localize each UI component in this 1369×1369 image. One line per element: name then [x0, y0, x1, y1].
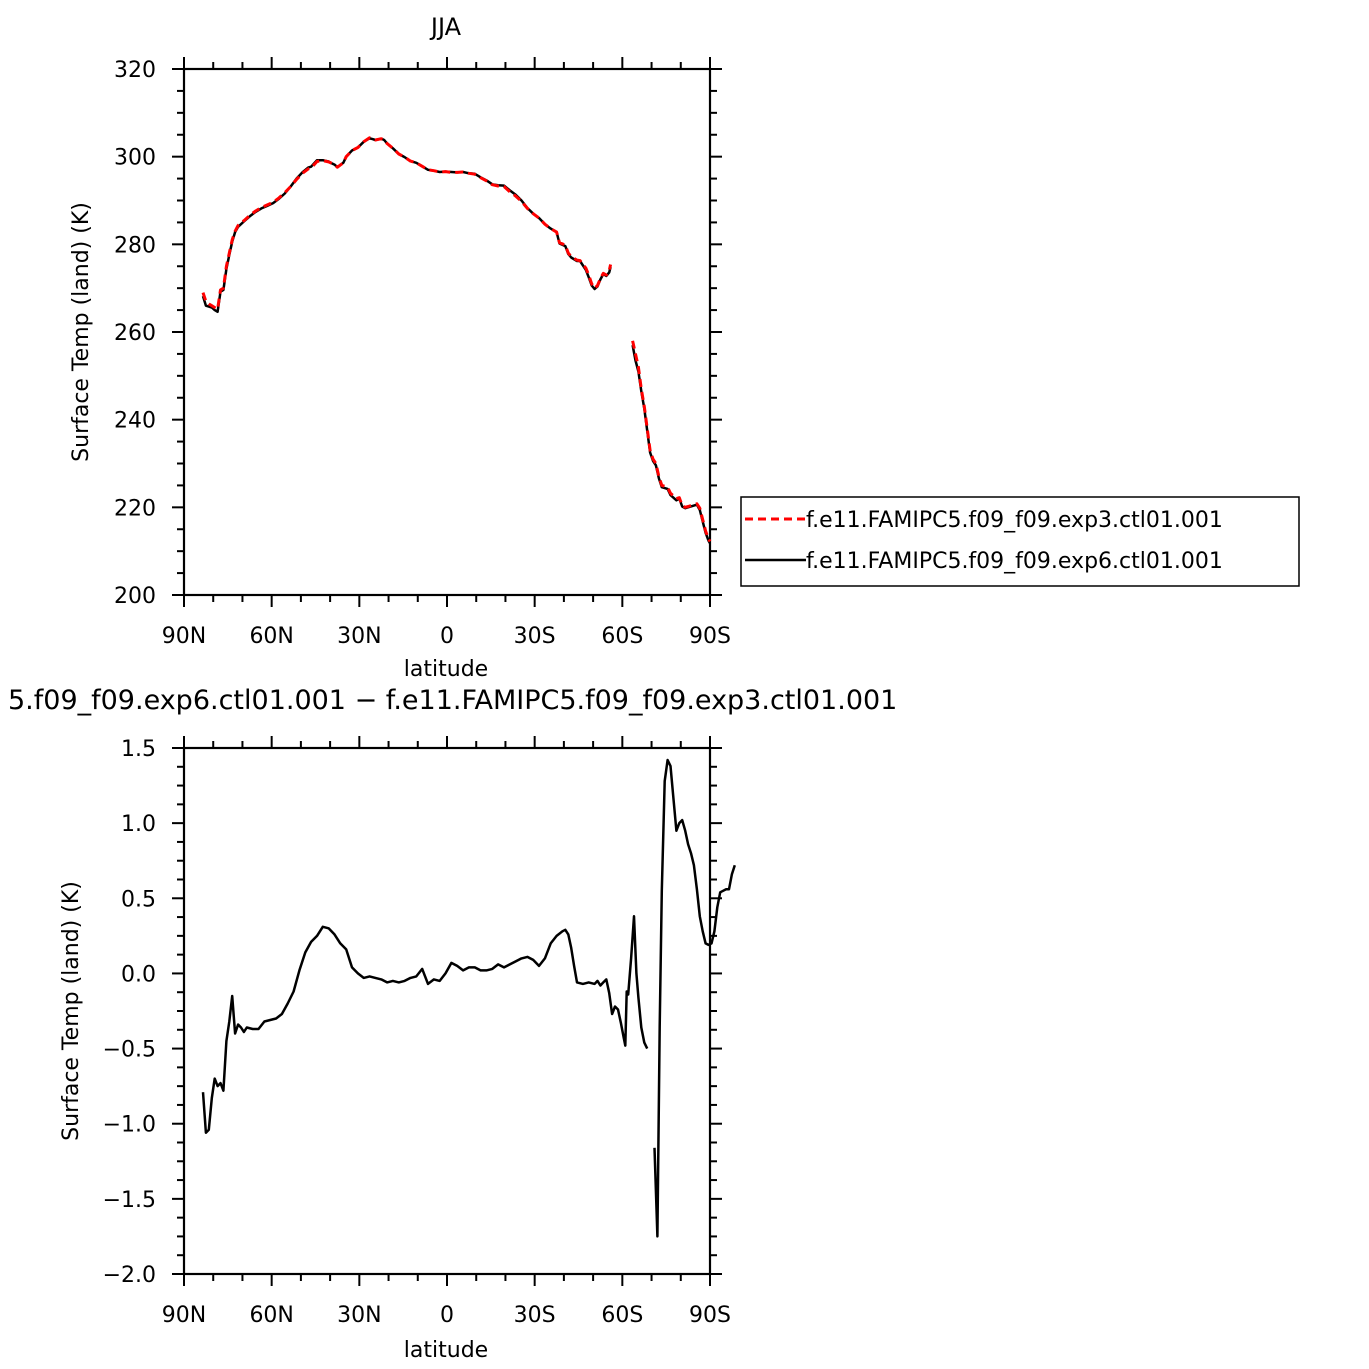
top-panel-title: JJA: [429, 13, 462, 41]
bottom-series-0-segment-1: [653, 758, 736, 1238]
top-axis-ticks: 90N 60N 30N 0 30S 60S 90S 200 220 240 260 280 300 320: [114, 57, 731, 649]
top-series-1-segment-1: [631, 344, 712, 544]
top-y-tick-label: 320: [114, 58, 156, 83]
bottom-x-tick-label: 60S: [601, 1303, 643, 1328]
legend: f.e11.FAMIPC5.f09_f09.exp3.ctl01.001 f.e…: [740, 496, 1300, 587]
bottom-y-tick-label: 1.0: [121, 812, 156, 837]
bottom-y-tick-label: 0.5: [121, 887, 156, 912]
top-x-tick-label: 60N: [249, 624, 293, 649]
bottom-x-tick-label: 90S: [689, 1303, 731, 1328]
bottom-y-tick-label: 0.0: [121, 962, 156, 987]
bottom-x-tick-label: 30S: [514, 1303, 556, 1328]
top-y-tick-label: 260: [114, 321, 156, 346]
bottom-series-0-segment-0: [201, 915, 649, 1134]
top-series-group: [201, 136, 712, 544]
top-x-tick-label: 0: [440, 624, 454, 649]
top-y-tick-label: 240: [114, 409, 156, 434]
bottom-x-tick-label: 60N: [249, 1303, 293, 1328]
bottom-y-axis-label: Surface Temp (land) (K): [59, 881, 84, 1141]
bottom-y-tick-label: −1.5: [103, 1188, 156, 1213]
bottom-x-tick-label: 90N: [162, 1303, 206, 1328]
legend-box: [740, 496, 1300, 587]
top-x-tick-label: 60S: [601, 624, 643, 649]
bottom-y-tick-label: −1.0: [103, 1113, 156, 1138]
bottom-panel-title: 5.f09_f09.exp6.ctl01.001 − f.e11.FAMIPC5…: [8, 685, 897, 716]
bottom-y-tick-label: 1.5: [121, 737, 156, 762]
bottom-x-tick-label: 0: [440, 1303, 454, 1328]
top-y-tick-label: 220: [114, 496, 156, 521]
top-y-tick-label: 200: [114, 584, 156, 609]
bottom-y-tick-label: −2.0: [103, 1263, 156, 1288]
top-y-axis-label: Surface Temp (land) (K): [69, 202, 94, 462]
legend-label-exp6: f.e11.FAMIPC5.f09_f09.exp6.ctl01.001: [806, 549, 1223, 574]
bottom-x-tick-label: 30N: [337, 1303, 381, 1328]
top-series-0-segment-0: [201, 136, 613, 311]
bottom-x-axis-label: latitude: [404, 1338, 488, 1363]
top-y-tick-label: 280: [114, 233, 156, 258]
legend-label-exp3: f.e11.FAMIPC5.f09_f09.exp3.ctl01.001: [806, 508, 1223, 533]
top-series-1-segment-0: [201, 137, 612, 314]
top-x-tick-label: 90N: [162, 624, 206, 649]
top-x-tick-label: 30S: [514, 624, 556, 649]
top-panel: JJA 90N 60N 30N 0 30S 60S 90S 200 220 240 260 280 30…: [69, 13, 731, 682]
bottom-y-tick-label: −0.5: [103, 1038, 156, 1063]
top-x-tick-label: 90S: [689, 624, 731, 649]
top-series-0-segment-1: [631, 340, 712, 543]
bottom-series-group: [201, 758, 736, 1238]
top-x-tick-label: 30N: [337, 624, 381, 649]
top-plot-frame: [182, 67, 712, 597]
bottom-plot-frame: [182, 746, 712, 1276]
bottom-panel: 5.f09_f09.exp6.ctl01.001 − f.e11.FAMIPC5…: [8, 685, 897, 1363]
top-y-tick-label: 300: [114, 146, 156, 171]
top-x-axis-label: latitude: [404, 657, 488, 682]
bottom-axis-ticks: 90N 60N 30N 0 30S 60S 90S −2.0 −1.5 −1.0 −0.5 0.0 0.…: [103, 736, 731, 1328]
